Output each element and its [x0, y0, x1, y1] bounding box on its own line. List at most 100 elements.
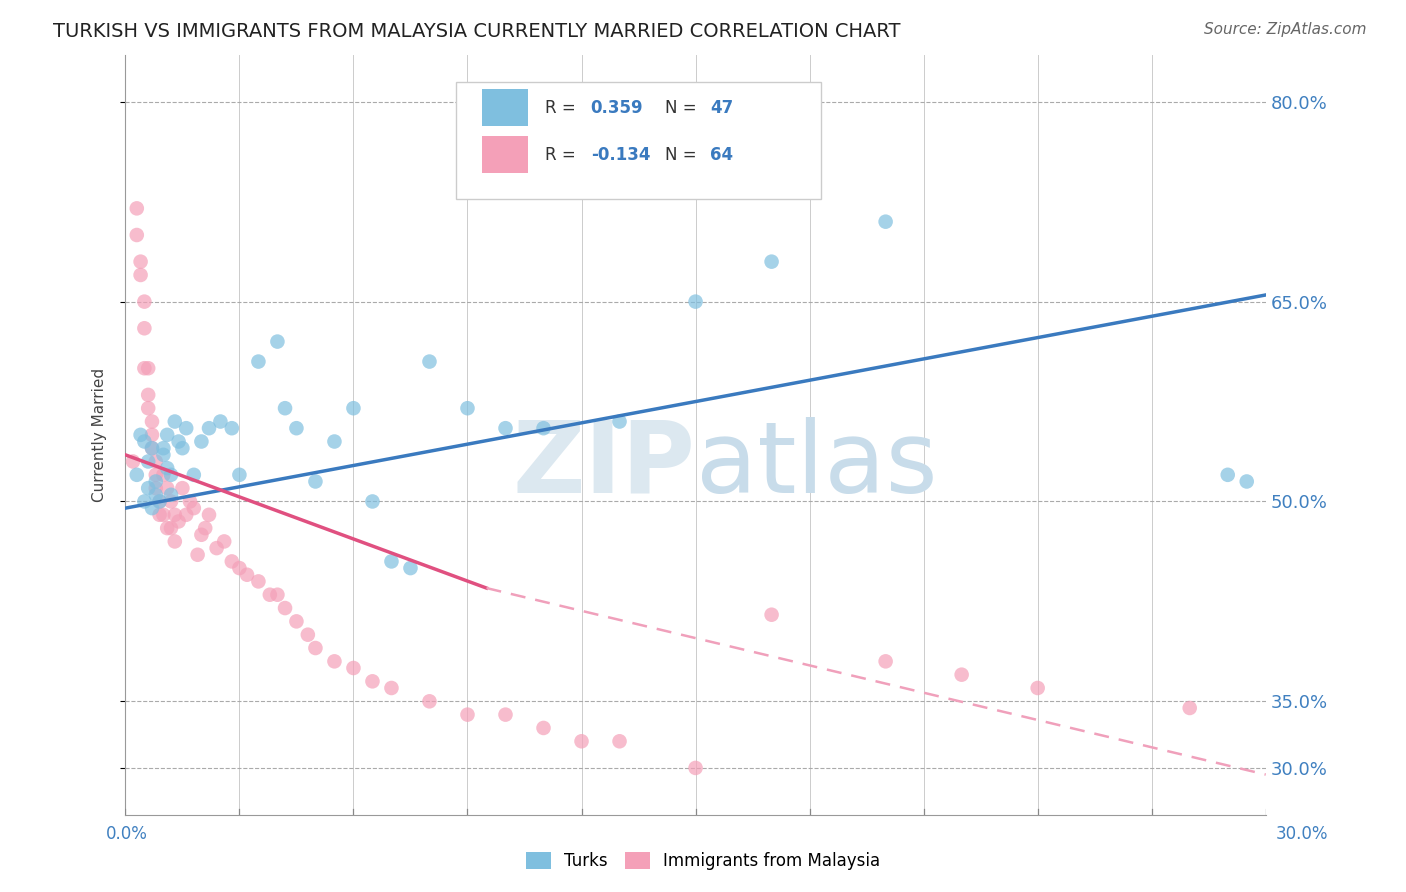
FancyBboxPatch shape — [456, 82, 821, 200]
Point — [361, 494, 384, 508]
Point — [274, 401, 297, 416]
Point — [236, 567, 259, 582]
Point — [134, 494, 156, 508]
Point — [163, 415, 186, 429]
Point — [156, 427, 179, 442]
Point — [190, 434, 212, 449]
Point — [297, 628, 319, 642]
Point — [160, 488, 183, 502]
Point — [136, 481, 159, 495]
Text: R =: R = — [546, 145, 581, 163]
Text: R =: R = — [546, 98, 581, 117]
Point — [761, 607, 783, 622]
Point — [198, 508, 221, 522]
Point — [145, 467, 167, 482]
Point — [266, 588, 288, 602]
Text: 64: 64 — [710, 145, 734, 163]
Point — [136, 401, 159, 416]
Point — [304, 640, 326, 655]
Point — [228, 467, 250, 482]
Point — [134, 294, 156, 309]
Point — [361, 674, 384, 689]
Point — [323, 654, 346, 668]
Point — [152, 508, 174, 522]
Point — [152, 448, 174, 462]
Point — [149, 494, 172, 508]
Point — [456, 707, 478, 722]
Point — [134, 434, 156, 449]
Text: atlas: atlas — [696, 417, 938, 514]
Text: N =: N = — [665, 98, 702, 117]
Point — [129, 268, 152, 282]
Point — [160, 521, 183, 535]
Point — [125, 467, 148, 482]
Point — [221, 421, 243, 435]
Point — [163, 534, 186, 549]
Point — [495, 707, 517, 722]
FancyBboxPatch shape — [482, 89, 527, 126]
Point — [156, 521, 179, 535]
Point — [174, 421, 197, 435]
Point — [167, 515, 190, 529]
Text: 47: 47 — [710, 98, 734, 117]
Text: ZIP: ZIP — [513, 417, 696, 514]
Point — [205, 541, 228, 555]
Point — [274, 601, 297, 615]
Point — [685, 761, 707, 775]
Point — [152, 467, 174, 482]
Point — [145, 475, 167, 489]
Point — [609, 415, 631, 429]
Point — [134, 361, 156, 376]
Point — [141, 441, 163, 455]
Point — [163, 508, 186, 522]
Point — [418, 354, 440, 368]
Point — [129, 427, 152, 442]
Point — [141, 427, 163, 442]
Point — [247, 354, 270, 368]
Text: 30.0%: 30.0% — [1277, 825, 1329, 843]
Point — [212, 534, 235, 549]
Point — [194, 521, 217, 535]
Point — [323, 434, 346, 449]
Text: 0.359: 0.359 — [591, 98, 644, 117]
Text: N =: N = — [665, 145, 702, 163]
Point — [145, 488, 167, 502]
Point — [174, 508, 197, 522]
Point — [875, 215, 897, 229]
Point — [125, 227, 148, 242]
Point — [141, 441, 163, 455]
Point — [533, 421, 555, 435]
Text: 0.0%: 0.0% — [105, 825, 148, 843]
FancyBboxPatch shape — [482, 136, 527, 173]
Point — [1216, 467, 1239, 482]
Point — [342, 661, 364, 675]
Point — [145, 481, 167, 495]
Point — [1178, 701, 1201, 715]
Point — [285, 421, 308, 435]
Point — [209, 415, 232, 429]
Point — [304, 475, 326, 489]
Point — [399, 561, 422, 575]
Point — [183, 501, 205, 516]
Point — [183, 467, 205, 482]
Point — [160, 494, 183, 508]
Point — [179, 494, 201, 508]
Y-axis label: Currently Married: Currently Married — [93, 368, 107, 502]
Point — [129, 254, 152, 268]
Point — [152, 441, 174, 455]
Point — [156, 461, 179, 475]
Point — [1026, 681, 1049, 695]
Text: Source: ZipAtlas.com: Source: ZipAtlas.com — [1204, 22, 1367, 37]
Point — [136, 388, 159, 402]
Point — [571, 734, 593, 748]
Point — [380, 554, 402, 568]
Point — [172, 441, 194, 455]
Point — [198, 421, 221, 435]
Point — [136, 454, 159, 468]
Point — [380, 681, 402, 695]
Point — [172, 481, 194, 495]
Point — [259, 588, 281, 602]
Point — [950, 667, 973, 681]
Point — [149, 508, 172, 522]
Point — [156, 481, 179, 495]
